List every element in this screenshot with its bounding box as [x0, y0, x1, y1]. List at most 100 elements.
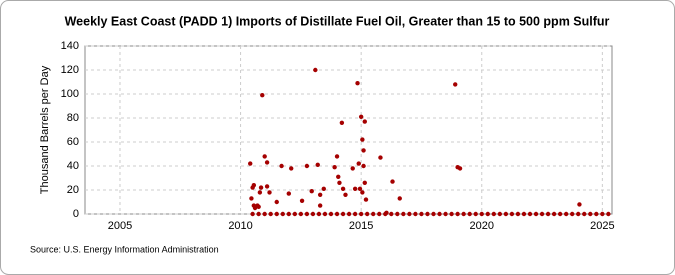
point	[361, 163, 366, 169]
point	[292, 211, 298, 217]
point	[309, 189, 314, 194]
point	[509, 211, 515, 217]
point	[362, 180, 367, 185]
point	[286, 211, 292, 217]
point	[352, 186, 358, 191]
point	[350, 166, 355, 171]
point	[437, 211, 442, 217]
point	[336, 174, 341, 179]
y-axis-label: Thousand Barrels per Day	[39, 65, 51, 194]
point	[449, 211, 454, 217]
chart-title: Weekly East Coast (PADD 1) Imports of Di…	[65, 14, 610, 28]
point	[264, 160, 270, 165]
y-tick-label: 140	[61, 40, 79, 52]
point	[577, 202, 582, 207]
point	[491, 211, 497, 217]
point	[582, 211, 587, 217]
point	[310, 211, 316, 217]
point	[356, 161, 361, 166]
point	[251, 183, 257, 188]
point	[274, 211, 279, 217]
point	[363, 197, 369, 202]
point	[545, 211, 551, 217]
point	[533, 211, 539, 217]
point	[248, 161, 253, 166]
point	[299, 198, 305, 203]
point	[473, 211, 478, 217]
point	[258, 185, 264, 190]
point	[419, 211, 424, 217]
point	[343, 192, 348, 197]
point	[364, 211, 370, 217]
point	[332, 165, 337, 170]
point	[317, 203, 323, 208]
point	[313, 67, 318, 73]
y-tick-label: 120	[61, 64, 79, 76]
point	[594, 211, 599, 217]
point	[479, 211, 484, 217]
point	[264, 184, 270, 189]
point	[485, 211, 490, 217]
point	[515, 211, 521, 217]
point	[298, 211, 304, 217]
point	[360, 190, 365, 195]
point	[262, 154, 267, 159]
point	[249, 196, 254, 201]
point	[521, 211, 527, 217]
point	[570, 211, 575, 217]
point	[358, 114, 364, 120]
point	[503, 211, 509, 217]
point	[361, 148, 366, 153]
point	[274, 199, 279, 205]
point	[443, 211, 448, 217]
point	[257, 190, 263, 195]
point	[389, 211, 394, 217]
point	[339, 120, 345, 126]
y-tick-label: 0	[73, 208, 79, 220]
point	[378, 155, 383, 160]
point	[395, 211, 400, 217]
point	[557, 211, 563, 217]
point	[425, 211, 430, 217]
point	[355, 81, 360, 86]
point	[321, 186, 326, 191]
point	[527, 211, 533, 217]
point	[328, 211, 334, 217]
point	[334, 154, 340, 159]
point	[606, 211, 611, 217]
point	[286, 191, 292, 196]
y-tick-label: 100	[61, 88, 79, 100]
x-tick-label: 2005	[108, 220, 132, 232]
point	[551, 211, 557, 217]
point	[289, 166, 294, 171]
point	[256, 204, 261, 209]
point	[304, 211, 310, 217]
point	[383, 211, 388, 217]
point	[397, 196, 402, 201]
point	[360, 137, 365, 142]
point	[358, 211, 364, 217]
point	[268, 211, 273, 217]
y-tick-label: 60	[67, 136, 79, 148]
point	[262, 211, 267, 217]
point	[401, 211, 406, 217]
point	[260, 93, 265, 98]
point	[340, 186, 346, 191]
point	[407, 211, 412, 217]
point	[322, 211, 328, 217]
point	[250, 211, 255, 217]
point	[455, 211, 460, 217]
point	[267, 190, 272, 195]
x-tick-label: 2010	[228, 220, 252, 232]
x-tick-label: 2020	[470, 220, 494, 232]
point	[352, 211, 358, 217]
point	[340, 211, 346, 217]
point	[346, 211, 352, 217]
point	[563, 211, 569, 217]
source: Source: U.S. Energy Information Administ…	[30, 244, 219, 254]
point	[600, 211, 605, 217]
point	[304, 163, 310, 169]
point	[390, 179, 395, 184]
